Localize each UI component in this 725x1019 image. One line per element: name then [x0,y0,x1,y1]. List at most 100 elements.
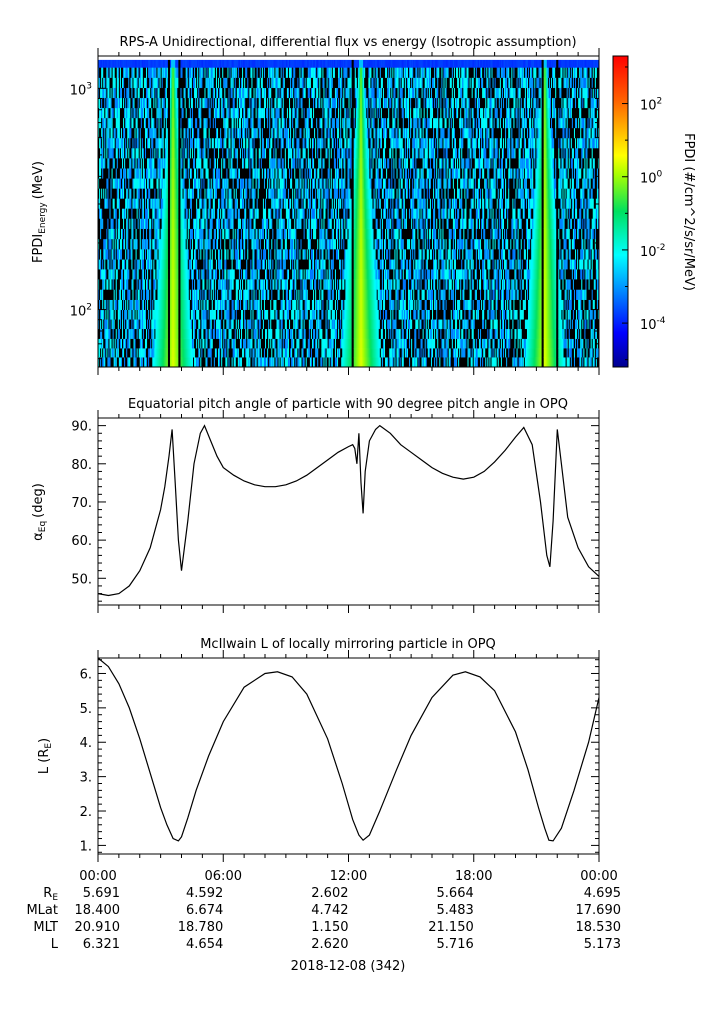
spectrogram-cell [137,249,140,260]
spectrogram-cell [112,228,115,240]
spectrogram-cell [177,158,179,169]
spectrogram-cell [148,319,150,330]
spectrogram-cell [161,107,164,119]
spectrogram-cell [149,137,151,149]
spectrogram-cell [102,158,104,169]
spectrogram-cell [134,148,136,159]
spectrogram-cell [163,259,166,270]
spectrogram-cell [128,357,130,367]
spectrogram-cell [125,218,127,229]
spectrogram-cell [157,148,159,159]
spectrogram-cell [183,218,186,229]
spectrogram-cell [160,77,163,89]
spectrogram-cell [174,158,176,169]
spectrogram-cell [188,67,191,78]
spectrogram-cell [210,289,213,300]
spectrogram-cell [197,269,199,280]
spectrogram-cell [192,208,195,219]
spectrogram-cell [131,198,133,209]
spectrogram-cell [180,158,182,169]
spectrogram-cell [103,137,105,149]
spectrogram-cell [182,228,184,240]
spectrogram-cell [166,87,169,99]
spectrogram-cell [137,208,140,219]
spectrogram-cell [215,107,218,119]
spectrogram-cell [164,218,167,229]
spectrogram-cell [136,279,139,290]
spectrogram-cell [112,117,115,129]
spectrogram-cell [174,319,176,330]
spectrogram-cell [198,97,200,109]
spectrogram-cell [205,188,207,199]
spectrogram-cell [191,249,194,260]
spectrogram-cell [199,357,201,367]
spectrogram-cell [124,137,126,149]
spectrogram-cell [130,218,132,229]
spectrogram-cell [202,289,204,300]
spectrogram-cell [189,309,192,320]
spectrogram-cell [157,188,159,199]
spectrogram-cell [108,328,110,339]
spectrogram-cell [183,117,186,129]
spectrogram-cell [115,107,118,119]
spectrogram-cell [109,319,111,330]
spectrogram-cell [128,158,130,169]
spectrogram-cell [154,107,156,119]
spectrogram-cell [149,77,151,89]
spectrogram-cell [204,348,206,358]
spectrogram-cell [190,269,193,280]
spectrogram-cell [101,127,103,139]
spectrogram-cell [214,148,217,159]
spectrogram-cell [191,299,194,310]
spectrogram-cell [163,357,166,367]
spectrogram-cell [110,319,112,330]
spectrogram-cell [194,158,196,169]
spectrogram-cell [127,309,129,320]
spectrogram-cell [179,198,181,209]
spectrogram-cell [175,77,177,89]
spectrogram-cell [154,168,156,179]
spectrogram-cell [171,269,173,280]
spectrogram-cell [140,338,143,349]
spectrogram-cell [213,87,216,99]
spectrogram-cell [174,249,176,260]
spectrogram-cell [196,319,198,330]
spectrogram-cell [122,259,124,270]
spectrogram-cell [135,208,138,219]
spectrogram-cell [176,289,178,300]
spectrogram-cell [188,178,191,189]
spectrogram-cell [176,348,178,358]
spectrogram-cell [165,338,168,349]
spectrogram-cell [161,218,164,229]
spectrogram-cell [107,67,109,78]
spectrogram-cell [192,188,195,199]
spectrogram-cell [202,188,204,199]
spectrogram-cell [177,97,179,109]
spectrogram-cell [112,97,115,109]
spectrogram-cell [104,328,106,339]
spectrogram-cell [138,238,141,250]
spectrogram-cell [144,259,147,270]
spectrogram-cell [215,319,218,330]
spectrogram-cell [206,259,208,270]
spectrogram-cell [177,137,179,149]
spectrogram-cell [103,188,105,199]
spectrogram-cell [104,208,106,219]
spectrogram-cell [98,357,100,367]
spectrogram-cell [98,259,100,270]
spectrogram-cell [168,178,171,189]
spectrogram-cell [161,238,164,250]
spectrogram-cell [202,127,204,139]
spectrogram-cell [162,218,165,229]
spectrogram-cell [111,218,114,229]
spectrogram-cell [117,299,120,310]
spectrogram-cell [189,338,192,349]
spectrogram-cell [102,259,104,270]
spectrogram-cell [104,338,106,349]
spectrogram-cell [198,208,200,219]
spectrogram-cell [215,148,218,159]
spectrogram-cell [143,59,146,68]
spectrogram-cell [177,148,179,159]
spectrogram-cell [194,249,196,260]
spectrogram-cell [165,228,168,240]
